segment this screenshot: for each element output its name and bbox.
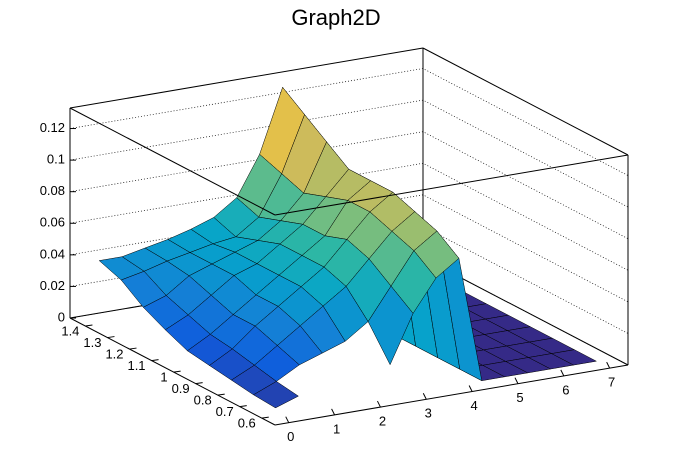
x-tick-label: 0 (287, 429, 294, 444)
z-tick-label: 0.04 (40, 246, 65, 261)
frame-line (274, 154, 629, 216)
z-tick-label: 0.02 (40, 278, 65, 293)
x-tick (285, 416, 290, 423)
y-tick-label: 1.3 (83, 335, 101, 350)
x-tick-label: 6 (562, 382, 569, 397)
z-tick-label: 0.08 (40, 183, 65, 198)
frame-line (69, 47, 424, 109)
y-tick-label: 1.4 (61, 323, 79, 338)
y-tick (261, 416, 269, 419)
chart-title: Graph2D (291, 5, 380, 30)
x-axis (274, 364, 629, 426)
y-tick (217, 393, 225, 396)
y-tick (151, 359, 159, 362)
x-tick (422, 393, 427, 400)
z-tick-label: 0.06 (40, 215, 65, 230)
frame-line (422, 47, 629, 156)
x-tick-label: 1 (333, 421, 340, 436)
y-tick (107, 336, 115, 339)
x-tick (514, 377, 519, 384)
surface-cell (253, 381, 299, 409)
y-tick-label: 0.8 (194, 393, 212, 408)
x-tick (376, 400, 381, 408)
x-tick (331, 408, 336, 416)
y-tick (85, 324, 93, 327)
y-tick (239, 405, 247, 408)
y-tick (195, 382, 203, 385)
y-tick-label: 1.2 (105, 347, 123, 362)
x-tick (606, 361, 611, 369)
surface-cell (367, 285, 414, 366)
y-axis (69, 317, 276, 426)
z-tick-label: 0.1 (47, 152, 65, 167)
y-tick-label: 0.6 (238, 416, 256, 431)
frame-line (69, 107, 276, 216)
y-tick (129, 347, 137, 350)
front-frame: 0 1 2 3 4 5 6 7 0.6 0.7 0.8 0.9 1 1.1 1.2 1.3 1.4 (61, 107, 629, 444)
y-tick-label: 0.9 (172, 381, 190, 396)
x-tick-label: 2 (379, 414, 386, 429)
x-tick-label: 5 (516, 390, 523, 405)
surface (98, 86, 598, 409)
y-tick-label: 0.7 (216, 404, 234, 419)
x-tick-label: 3 (425, 406, 432, 421)
z-tick-label: 0 (58, 309, 65, 324)
back-walls: 0 0.02 0.04 0.06 0.08 0.1 0.12 (40, 47, 629, 366)
z-tick-label: 0.12 (40, 120, 65, 135)
x-tick (468, 385, 473, 392)
x-tick-label: 4 (471, 398, 478, 413)
x-tick (560, 369, 565, 377)
y-tick (173, 370, 181, 373)
y-tick-label: 1 (160, 370, 167, 385)
x-tick-label: 7 (608, 375, 615, 390)
y-tick-label: 1.1 (127, 358, 145, 373)
